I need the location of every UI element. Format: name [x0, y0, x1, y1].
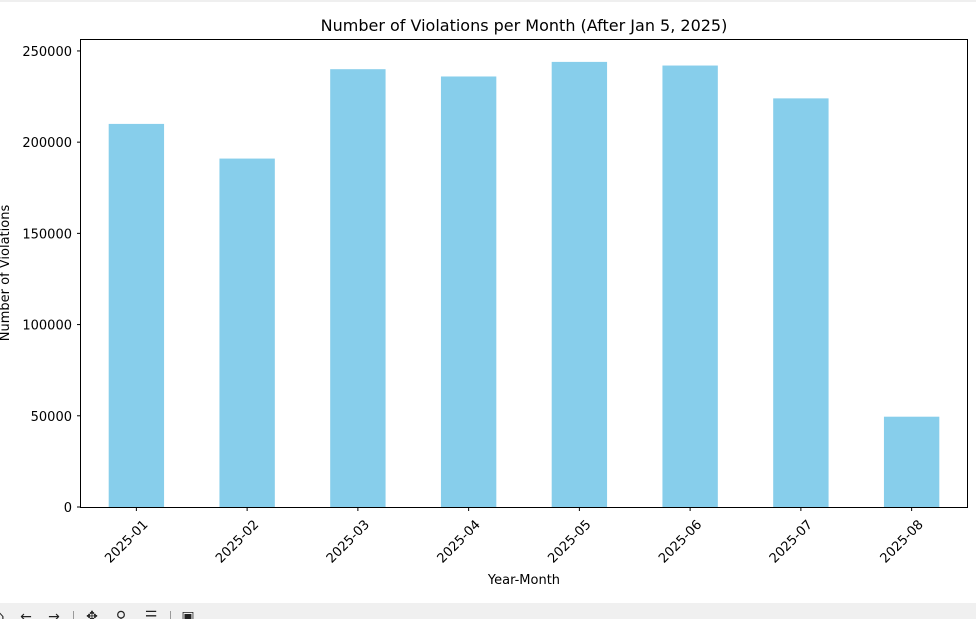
x-tick-label: 2025-08: [878, 517, 927, 566]
toolbar-separator: [170, 611, 171, 619]
y-tick-label: 100000: [22, 319, 72, 334]
subplots-config-icon[interactable]: ☰: [144, 609, 158, 619]
home-icon[interactable]: ⌂: [0, 610, 8, 619]
x-tick-label: 2025-01: [102, 517, 151, 566]
bar-chart: Number of Violations per Month (After Ja…: [0, 16, 968, 588]
x-axis-label: Year-Month: [487, 573, 560, 588]
bar-2025-08: [883, 416, 940, 507]
chart-title: Number of Violations per Month (After Ja…: [321, 16, 728, 35]
bar-2025-06: [662, 65, 718, 507]
x-tick-label: 2025-03: [324, 517, 373, 566]
bar-2025-03: [330, 69, 386, 507]
x-tick-label: 2025-04: [435, 517, 484, 566]
y-tick-label: 0: [64, 501, 72, 516]
pan-move-icon[interactable]: ✥: [86, 609, 98, 619]
bar-2025-04: [440, 76, 497, 507]
y-tick-label: 200000: [22, 136, 72, 151]
y-axis-label: Number of Violations: [0, 205, 13, 342]
y-tick-label: 50000: [31, 410, 72, 425]
zoom-magnifier-icon[interactable]: ⚲: [115, 609, 127, 619]
x-tick-label: 2025-06: [656, 517, 705, 566]
back-arrow-icon[interactable]: ←: [20, 609, 32, 619]
window-top-border: [0, 0, 976, 2]
bar-2025-07: [773, 98, 829, 508]
bars-layer: [108, 61, 940, 508]
y-tick-label: 150000: [22, 227, 72, 242]
y-axis: 0 50000 100000 150000 200000 250000: [22, 45, 81, 516]
x-tick-label: 2025-02: [213, 517, 262, 566]
x-axis: 2025-01 2025-02 2025-03 2025-04 2025-05 2025-…: [102, 507, 927, 566]
axes-frame: [80, 39, 968, 508]
bar-2025-02: [219, 158, 275, 507]
x-tick-label: 2025-05: [545, 517, 594, 566]
y-tick-label: 250000: [22, 45, 72, 60]
bar-2025-05: [551, 61, 608, 507]
bar-2025-01: [108, 123, 165, 507]
save-floppy-icon[interactable]: ▣: [181, 609, 195, 619]
forward-arrow-icon[interactable]: →: [48, 609, 60, 619]
toolbar-separator: [73, 611, 74, 619]
plot-toolbar: ⌂ ← → ✥ ⚲ ☰ ▣: [0, 603, 976, 619]
x-tick-label: 2025-07: [767, 517, 816, 566]
